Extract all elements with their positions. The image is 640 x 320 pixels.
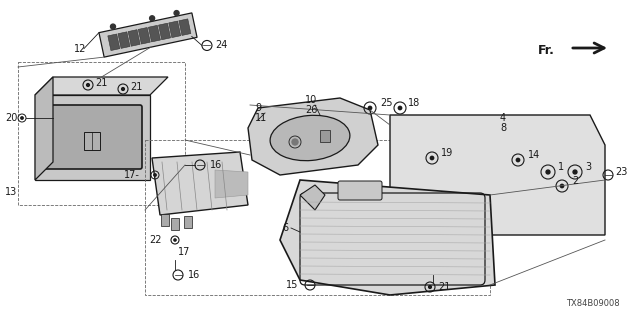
Text: Fr.: Fr. <box>538 44 555 57</box>
Text: 11: 11 <box>255 113 268 123</box>
Text: 21: 21 <box>95 78 108 88</box>
Circle shape <box>516 158 520 162</box>
Polygon shape <box>128 30 140 46</box>
Text: 21: 21 <box>130 82 142 92</box>
Text: 24: 24 <box>215 40 227 51</box>
Text: 18: 18 <box>408 98 420 108</box>
Circle shape <box>429 285 431 288</box>
Text: 4: 4 <box>500 113 506 123</box>
Circle shape <box>546 170 550 174</box>
Text: 14: 14 <box>528 150 540 160</box>
Circle shape <box>20 117 23 119</box>
Polygon shape <box>108 34 120 51</box>
Polygon shape <box>99 13 197 57</box>
Circle shape <box>292 139 298 145</box>
Text: TX84B09008: TX84B09008 <box>566 299 620 308</box>
Text: 6: 6 <box>282 223 288 233</box>
Polygon shape <box>35 95 150 180</box>
Polygon shape <box>215 170 248 198</box>
Text: 17: 17 <box>178 247 190 257</box>
Text: 1: 1 <box>558 162 564 172</box>
Text: 2: 2 <box>572 176 579 186</box>
Circle shape <box>573 170 577 174</box>
Bar <box>18 62 185 205</box>
Bar <box>145 140 490 295</box>
Bar <box>161 214 169 226</box>
Text: 8: 8 <box>500 123 506 133</box>
Polygon shape <box>35 77 53 180</box>
Text: 21: 21 <box>438 282 451 292</box>
Polygon shape <box>248 98 378 175</box>
Text: 15: 15 <box>285 280 298 290</box>
Text: 17-: 17- <box>124 170 140 180</box>
Circle shape <box>86 84 90 86</box>
Text: 26: 26 <box>305 105 317 115</box>
Polygon shape <box>118 32 130 48</box>
Bar <box>320 130 330 142</box>
Circle shape <box>561 184 564 188</box>
Ellipse shape <box>270 115 350 161</box>
Polygon shape <box>390 115 605 235</box>
Polygon shape <box>300 185 325 210</box>
Circle shape <box>154 174 156 176</box>
Text: 22: 22 <box>150 235 162 245</box>
Text: 25: 25 <box>380 98 392 108</box>
Text: 16: 16 <box>188 270 200 280</box>
Bar <box>184 216 192 228</box>
Circle shape <box>174 239 176 241</box>
Text: 20: 20 <box>5 113 17 123</box>
Circle shape <box>174 11 179 16</box>
Circle shape <box>122 88 124 91</box>
Text: 12: 12 <box>74 44 86 54</box>
Text: 19: 19 <box>441 148 453 158</box>
Bar <box>84 132 100 150</box>
Polygon shape <box>179 19 191 36</box>
Polygon shape <box>152 152 248 215</box>
Circle shape <box>111 24 115 29</box>
Text: 3: 3 <box>585 162 591 172</box>
Text: 13: 13 <box>5 187 17 197</box>
Polygon shape <box>159 23 171 40</box>
Circle shape <box>430 156 434 160</box>
Circle shape <box>150 16 155 21</box>
Circle shape <box>398 106 402 110</box>
FancyBboxPatch shape <box>338 181 382 200</box>
Polygon shape <box>169 21 180 38</box>
Polygon shape <box>35 77 168 95</box>
Text: 9: 9 <box>255 103 261 113</box>
Circle shape <box>369 106 372 110</box>
Text: 16: 16 <box>210 160 222 170</box>
Text: 10: 10 <box>305 95 317 105</box>
Polygon shape <box>138 28 150 44</box>
Polygon shape <box>280 180 495 295</box>
Bar <box>171 218 179 230</box>
Polygon shape <box>148 25 161 42</box>
FancyBboxPatch shape <box>43 105 142 169</box>
Text: 23: 23 <box>615 167 627 177</box>
